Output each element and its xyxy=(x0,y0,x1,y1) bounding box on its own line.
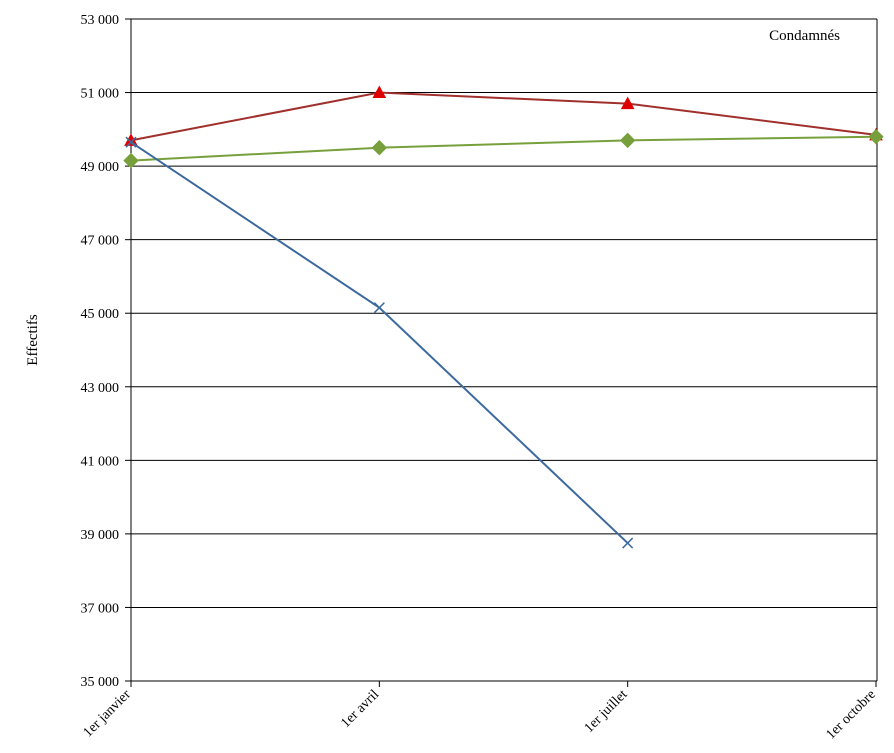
series-line xyxy=(130,91,877,142)
chart-title-annotation: Condamnés xyxy=(769,28,840,44)
x-tick-label: 1er juillet xyxy=(582,687,631,736)
y-axis-label: Effectifs xyxy=(25,314,41,366)
series-1 xyxy=(124,85,883,146)
grid-lines xyxy=(131,18,877,682)
y-tick-label: 37 000 xyxy=(81,601,120,616)
y-tick-label: 53 000 xyxy=(81,13,120,28)
data-point-stroke xyxy=(622,537,634,549)
data-point xyxy=(371,140,388,156)
data-point xyxy=(373,302,385,314)
series-2 xyxy=(123,128,884,169)
axes xyxy=(130,19,878,682)
data-point xyxy=(123,152,139,169)
y-tick-label: 43 000 xyxy=(81,381,120,396)
y-tick-label: 41 000 xyxy=(81,454,120,469)
x-tick-label: 1er janvier xyxy=(81,687,134,740)
series-line xyxy=(130,135,877,162)
series-3 xyxy=(125,136,634,549)
data-point xyxy=(622,537,634,549)
data-point xyxy=(372,85,387,99)
y-tick-label: 45 000 xyxy=(81,307,120,322)
data-point xyxy=(868,128,884,145)
y-tick-label: 47 000 xyxy=(81,234,120,249)
y-axis-ticks: 35 000 37 000 39 000 41 000 43 000 45 000 47 0… xyxy=(81,13,131,690)
data-point xyxy=(125,136,137,148)
x-axis-ticks: 1er janvier 1er avril 1er juillet 1er octob… xyxy=(81,681,879,743)
y-tick-label: 35 000 xyxy=(81,675,120,690)
data-point xyxy=(619,132,636,149)
series-group xyxy=(123,85,884,549)
data-point xyxy=(620,96,635,110)
y-tick-label: 49 000 xyxy=(81,160,120,175)
data-point-stroke xyxy=(373,302,385,314)
series-line xyxy=(130,141,629,544)
y-tick-label: 51 000 xyxy=(81,87,120,102)
data-point-stroke xyxy=(125,136,137,148)
y-tick-label: 39 000 xyxy=(81,528,120,543)
x-tick-label: 1er avril xyxy=(338,687,382,731)
x-tick-label: 1er octobre xyxy=(823,687,878,742)
